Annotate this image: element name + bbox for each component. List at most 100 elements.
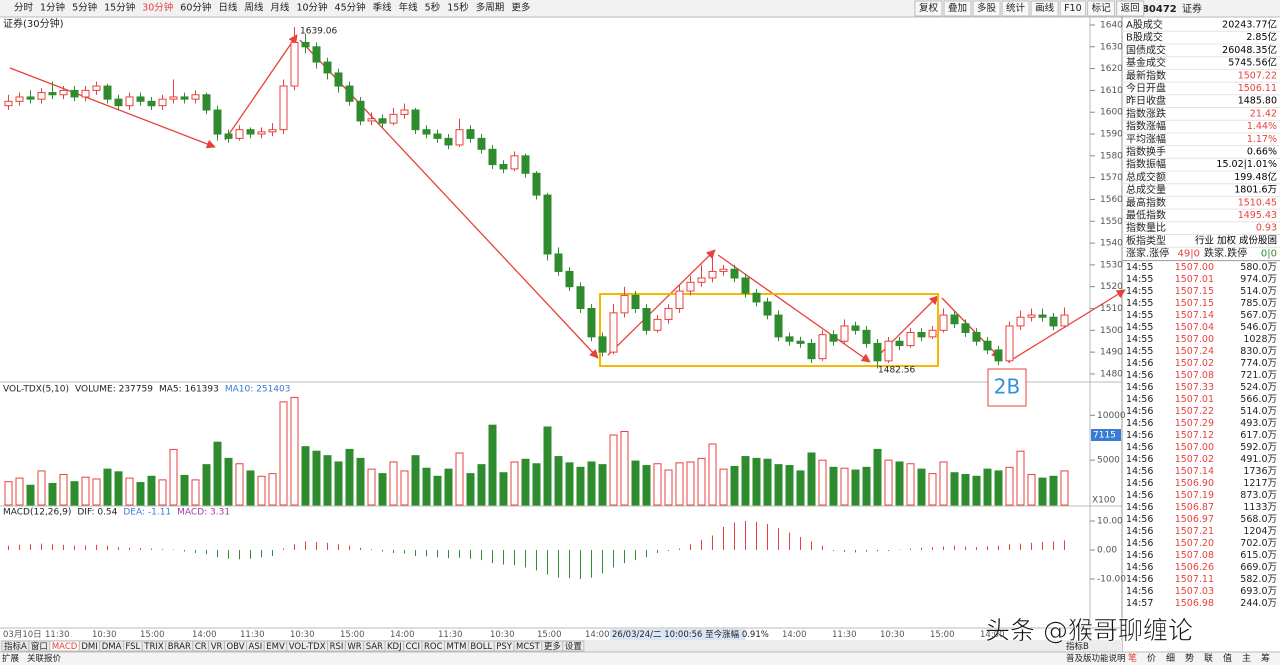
indicator-label[interactable]: MTM xyxy=(447,642,467,652)
status-icon[interactable]: 笔 xyxy=(1128,652,1137,664)
quote-value: 5745.56亿 xyxy=(1228,57,1277,69)
volume-bar xyxy=(444,468,453,506)
status-icon[interactable]: 值 xyxy=(1223,652,1232,664)
indicator-label[interactable]: EMV xyxy=(266,642,285,652)
panel-stat: VOLUME: 237759 xyxy=(75,385,153,395)
indicator-label[interactable]: 更多 xyxy=(544,641,562,652)
tool-label[interactable]: 标记 xyxy=(1092,2,1112,14)
indicator-label[interactable]: BRAR xyxy=(168,642,191,652)
trade-price: 1507.20 xyxy=(1175,538,1214,549)
indicator-label[interactable]: TRIX xyxy=(143,642,164,652)
tool-label[interactable]: 画线 xyxy=(1035,2,1055,14)
trade-time: 14:55 xyxy=(1126,310,1153,321)
quote-value: 0.93 xyxy=(1256,223,1277,234)
indicator-label[interactable]: KDJ xyxy=(387,642,402,652)
period-tab[interactable]: 30分钟 xyxy=(142,2,173,14)
candle-body xyxy=(114,98,123,107)
indicator-tab[interactable] xyxy=(562,640,585,652)
tool-button[interactable] xyxy=(1116,0,1145,17)
candle-body xyxy=(257,131,266,135)
period-tab[interactable]: 5秒 xyxy=(425,2,441,14)
tool-label[interactable]: 复权 xyxy=(919,2,939,14)
candle-body xyxy=(1016,316,1025,327)
indicator-label[interactable]: DMI xyxy=(81,642,97,652)
status-icon[interactable]: 主 xyxy=(1242,652,1251,664)
status-icon[interactable]: 势 xyxy=(1185,652,1194,664)
indicator-label[interactable]: ASI xyxy=(249,642,263,652)
indicator-label[interactable]: 设置 xyxy=(565,641,583,652)
indicator-label[interactable]: CCI xyxy=(406,642,420,652)
status-tab[interactable]: 扩展 xyxy=(2,653,20,664)
volume-bar xyxy=(1038,477,1047,506)
period-tab[interactable]: 月线 xyxy=(270,2,290,14)
volume-bar xyxy=(92,478,101,506)
indicator-label[interactable]: 指标B xyxy=(1066,641,1089,652)
indicator-label[interactable]: VR xyxy=(211,642,223,652)
period-tab[interactable]: 更多 xyxy=(511,2,530,14)
candle-body xyxy=(862,329,871,344)
candle-body xyxy=(510,155,519,170)
indicator-label[interactable]: MCST xyxy=(516,642,541,652)
period-tab[interactable]: 60分钟 xyxy=(180,2,211,14)
indicator-label[interactable]: PSY xyxy=(496,642,513,652)
trade-time: 14:55 xyxy=(1126,262,1153,273)
tool-button[interactable] xyxy=(943,0,972,17)
time-label: 10:30 xyxy=(880,630,905,640)
status-icon[interactable]: 联 xyxy=(1204,653,1213,664)
indicator-label[interactable]: BOLL xyxy=(470,642,492,652)
status-icon[interactable]: 价 xyxy=(1147,653,1156,664)
candle-body xyxy=(433,133,442,139)
tool-button[interactable] xyxy=(914,0,943,17)
tool-label[interactable]: F10 xyxy=(1064,3,1082,14)
period-tab[interactable]: 多周期 xyxy=(476,2,505,14)
period-tab[interactable]: 5分钟 xyxy=(72,2,97,14)
tool-button[interactable] xyxy=(1030,0,1059,17)
period-tab[interactable]: 季线 xyxy=(373,2,393,14)
status-tab[interactable]: 关联报价 xyxy=(27,653,62,664)
period-tab[interactable]: 10分钟 xyxy=(296,2,327,14)
trade-price: 1507.15 xyxy=(1175,286,1214,297)
tool-button[interactable] xyxy=(1059,0,1087,17)
tool-label[interactable]: 统计 xyxy=(1006,2,1026,14)
indicator-label[interactable]: 指标A xyxy=(4,641,27,652)
period-tab[interactable]: 15分钟 xyxy=(104,2,135,14)
tool-button[interactable] xyxy=(1087,0,1116,17)
period-tab[interactable]: 15秒 xyxy=(447,2,469,14)
period-tab[interactable]: 周线 xyxy=(244,2,264,14)
status-icon[interactable]: 细 xyxy=(1166,652,1175,664)
indicator-label[interactable]: SAR xyxy=(366,642,383,652)
indicator-label[interactable]: 窗口 xyxy=(31,641,48,652)
volume-bar xyxy=(389,461,398,506)
tool-button[interactable] xyxy=(1001,0,1030,17)
volume-bar xyxy=(312,450,321,506)
tool-button[interactable] xyxy=(972,0,1001,17)
indicator-label[interactable]: ROC xyxy=(424,642,443,652)
status-icon[interactable]: 筹 xyxy=(1261,652,1270,664)
indicator-label[interactable]: WR xyxy=(347,642,361,652)
period-tab[interactable]: 日线 xyxy=(218,2,238,14)
indicator-label[interactable]: FSL xyxy=(125,642,140,652)
status-link[interactable]: 普及版功能说明 xyxy=(1066,653,1126,664)
period-tab[interactable]: 年线 xyxy=(399,2,419,14)
indicator-label[interactable]: MACD xyxy=(52,642,78,652)
candle-body xyxy=(180,96,189,100)
period-tab[interactable]: 1分钟 xyxy=(40,2,65,14)
tool-label[interactable]: 多股 xyxy=(977,2,997,14)
period-tab[interactable]: 分时 xyxy=(14,2,34,14)
trade-time: 14:56 xyxy=(1126,370,1153,381)
tool-label[interactable]: 叠加 xyxy=(948,3,967,14)
trade-price: 1506.26 xyxy=(1175,562,1214,573)
indicator-label[interactable]: RSI xyxy=(330,642,344,652)
trade-price: 1507.12 xyxy=(1175,430,1214,441)
period-tab[interactable]: 45分钟 xyxy=(335,2,366,14)
trade-price: 1506.98 xyxy=(1175,598,1214,609)
indicator-label[interactable]: VOL-TDX xyxy=(289,642,326,652)
indicator-label[interactable]: DMA xyxy=(102,642,122,652)
y-tick-label: 1480 xyxy=(1100,369,1123,379)
indicator-label[interactable]: CR xyxy=(195,642,207,652)
indicator-label[interactable]: OBV xyxy=(226,642,244,652)
candle-body xyxy=(939,314,948,331)
trade-price: 1507.14 xyxy=(1175,466,1214,477)
trade-time: 14:56 xyxy=(1126,562,1153,573)
tool-label[interactable]: 返回 xyxy=(1121,2,1140,14)
